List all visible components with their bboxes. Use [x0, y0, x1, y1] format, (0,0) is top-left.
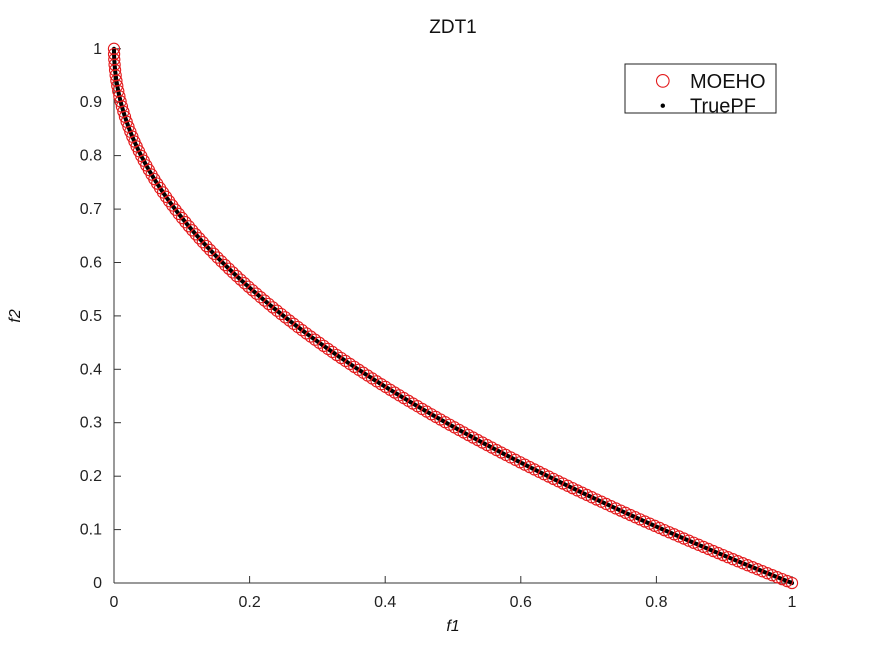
svg-text:0.1: 0.1 — [80, 522, 102, 539]
svg-text:0.8: 0.8 — [80, 148, 102, 165]
svg-text:MOEHO: MOEHO — [690, 71, 766, 93]
svg-text:0.2: 0.2 — [80, 468, 102, 485]
svg-text:0.4: 0.4 — [80, 361, 102, 378]
svg-text:0.3: 0.3 — [80, 415, 102, 432]
svg-text:0.4: 0.4 — [374, 594, 396, 611]
svg-text:0: 0 — [110, 594, 119, 611]
svg-text:0.7: 0.7 — [80, 201, 102, 218]
svg-text:0.6: 0.6 — [510, 594, 532, 611]
svg-text:0.8: 0.8 — [645, 594, 667, 611]
svg-text:0.9: 0.9 — [80, 94, 102, 111]
svg-text:1: 1 — [788, 594, 797, 611]
svg-text:TruePF: TruePF — [690, 96, 756, 118]
svg-text:0.5: 0.5 — [80, 308, 102, 325]
svg-text:ZDT1: ZDT1 — [429, 17, 477, 38]
svg-text:0.2: 0.2 — [238, 594, 260, 611]
svg-text:f1: f1 — [446, 618, 459, 635]
svg-text:f2: f2 — [7, 309, 24, 322]
svg-text:0: 0 — [93, 575, 102, 592]
svg-text:0.6: 0.6 — [80, 255, 102, 272]
svg-text:1: 1 — [93, 41, 102, 58]
